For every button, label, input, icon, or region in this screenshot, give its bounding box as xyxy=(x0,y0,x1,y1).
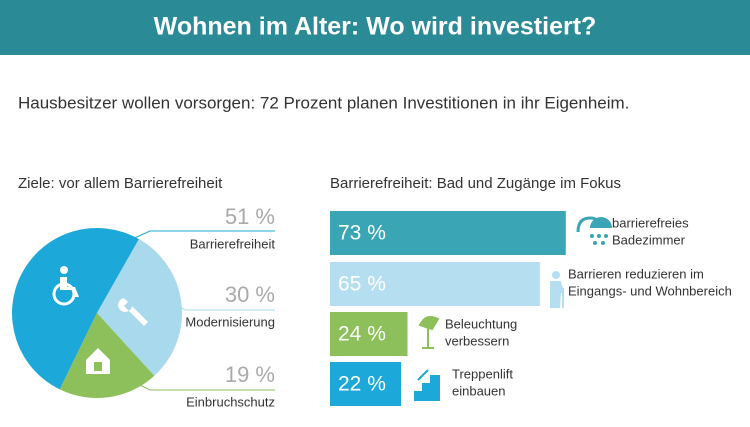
bar xyxy=(330,211,566,255)
leader-line xyxy=(139,384,275,391)
wheelchair-icon xyxy=(60,266,68,274)
bar-value-label: 73 % xyxy=(338,222,386,245)
bar-category-label: verbessern xyxy=(445,333,509,348)
bar xyxy=(330,262,540,306)
lamp-icon xyxy=(418,316,440,349)
bar-category-label: Badezimmer xyxy=(612,232,686,247)
bar-value-label: 24 % xyxy=(338,323,386,346)
pie-value-label: 30 % xyxy=(225,282,275,307)
pie-value-label: 19 % xyxy=(225,362,275,387)
pie-slice xyxy=(97,239,182,376)
pie-slice xyxy=(12,228,139,390)
pie-icons xyxy=(52,266,148,374)
wheelchair-icon xyxy=(52,282,76,306)
bar-category-label: Barrieren reduzieren im xyxy=(568,266,704,281)
senior-icon xyxy=(552,271,560,279)
pie-title: Ziele: vor allem Barrierefreiheit xyxy=(18,175,223,192)
bar-value-label: 65 % xyxy=(338,273,386,296)
pie-value-label: 51 % xyxy=(225,204,275,229)
bar-category-label: Eingangs- und Wohnbereich xyxy=(568,283,732,298)
bar xyxy=(330,312,408,356)
wrench-icon xyxy=(118,298,148,326)
bar-icons xyxy=(414,216,612,401)
bar-category-label: barrierefreies xyxy=(612,215,689,230)
house-icon xyxy=(86,348,110,374)
bars: 73 % barrierefreies Badezimmer 65 % Barriere… xyxy=(330,211,732,406)
bar-value-label: 22 % xyxy=(338,373,386,396)
pie-category-label: Einbruchschutz xyxy=(186,394,275,409)
leader-line xyxy=(129,230,275,241)
subtitle: Hausbesitzer wollen vorsorgen: 72 Prozen… xyxy=(18,93,629,112)
senior-icon xyxy=(550,281,565,308)
house-icon xyxy=(94,362,102,371)
pie-category-label: Modernisierung xyxy=(185,314,275,329)
pie-slice xyxy=(59,313,155,398)
shower-icon xyxy=(590,217,612,228)
bar-title: Barrierefreiheit: Bad und Zugänge im Fok… xyxy=(330,175,621,192)
header-bar xyxy=(0,0,750,55)
shower-icon xyxy=(590,234,608,245)
bar-category-label: einbauen xyxy=(452,383,506,398)
stairs-icon xyxy=(414,369,440,401)
pie-category-label: Barrierefreiheit xyxy=(190,236,276,251)
bar-category-label: Beleuchtung xyxy=(445,316,517,331)
pie xyxy=(12,228,182,398)
bar-category-label: Treppenlift xyxy=(452,366,513,381)
bar xyxy=(330,362,402,406)
title: Wohnen im Alter: Wo wird investiert? xyxy=(154,13,597,41)
